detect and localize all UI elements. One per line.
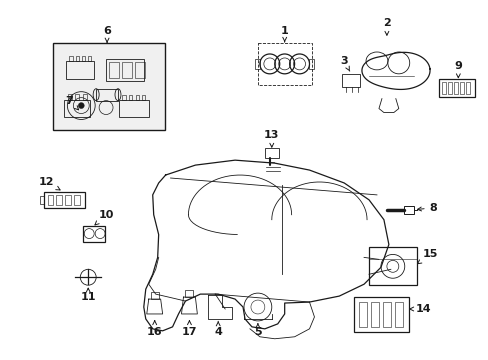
Bar xyxy=(40,196,43,204)
Circle shape xyxy=(78,103,84,109)
Bar xyxy=(129,95,132,100)
Bar xyxy=(82,94,86,100)
Bar xyxy=(64,100,90,117)
Bar xyxy=(466,82,469,94)
Text: 3: 3 xyxy=(340,56,349,71)
Bar xyxy=(56,195,62,205)
Bar xyxy=(453,82,457,94)
Bar xyxy=(81,56,85,61)
Text: 8: 8 xyxy=(417,203,436,213)
Bar xyxy=(83,226,105,242)
Bar xyxy=(342,74,359,87)
Text: 12: 12 xyxy=(39,177,60,190)
Text: 17: 17 xyxy=(182,321,197,337)
Bar xyxy=(109,62,119,78)
Bar xyxy=(122,62,132,78)
Bar xyxy=(150,292,158,299)
Bar xyxy=(53,43,164,130)
Text: 16: 16 xyxy=(146,321,162,337)
Bar xyxy=(382,302,390,327)
Bar xyxy=(66,61,94,79)
Bar xyxy=(368,247,416,285)
Bar xyxy=(106,59,143,81)
Bar xyxy=(439,79,474,96)
Text: 2: 2 xyxy=(382,18,390,35)
Text: 15: 15 xyxy=(417,249,437,264)
Bar xyxy=(403,206,413,214)
Bar xyxy=(459,82,463,94)
Text: 6: 6 xyxy=(103,26,111,42)
Text: 1: 1 xyxy=(280,26,288,42)
Bar xyxy=(353,297,408,332)
Text: 9: 9 xyxy=(453,61,461,78)
Bar xyxy=(119,100,148,117)
Bar xyxy=(68,94,72,100)
Bar xyxy=(447,82,451,94)
Text: 5: 5 xyxy=(254,324,261,337)
Text: 13: 13 xyxy=(264,130,279,147)
Bar xyxy=(254,59,259,69)
Bar xyxy=(142,95,145,100)
Bar xyxy=(394,302,402,327)
Bar xyxy=(88,56,91,61)
Bar xyxy=(75,94,79,100)
Bar xyxy=(69,56,72,61)
Text: 11: 11 xyxy=(81,288,96,302)
Bar xyxy=(264,148,278,158)
Bar xyxy=(47,195,53,205)
Bar xyxy=(309,59,314,69)
Bar xyxy=(76,56,79,61)
Text: 14: 14 xyxy=(409,304,430,314)
Bar xyxy=(257,43,312,85)
Bar xyxy=(185,290,193,297)
Bar xyxy=(74,195,80,205)
Bar xyxy=(135,95,139,100)
Bar xyxy=(370,302,378,327)
Text: 10: 10 xyxy=(95,210,114,225)
Bar xyxy=(358,302,366,327)
Text: 4: 4 xyxy=(214,321,222,337)
Text: 7: 7 xyxy=(65,96,79,110)
Bar xyxy=(65,195,71,205)
Bar xyxy=(96,89,118,100)
Bar xyxy=(122,95,125,100)
Bar xyxy=(442,82,446,94)
Bar xyxy=(135,62,144,78)
Bar xyxy=(43,192,85,208)
